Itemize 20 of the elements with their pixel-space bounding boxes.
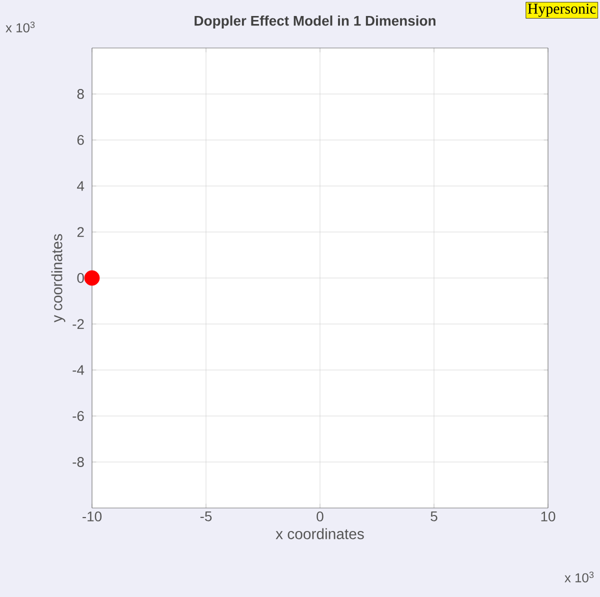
x-tick-label: -5 — [200, 512, 212, 522]
y-tick-label: 0 — [77, 273, 84, 283]
y-tick-label: 2 — [77, 227, 84, 237]
y-tick-label: -2 — [72, 319, 84, 329]
y-tick-label: 6 — [77, 135, 84, 145]
x-tick-label: 10 — [541, 512, 556, 522]
y-axis-title: y coordinates — [51, 234, 66, 322]
text: x 10$^{3}$ — [6, 22, 35, 32]
x-axis-title: x coordinates — [276, 528, 364, 540]
y-tick-label: 8 — [77, 89, 84, 99]
x-tick-label: 5 — [430, 512, 438, 522]
text: Hypersonic — [528, 4, 596, 17]
y-tick-label: -8 — [72, 457, 84, 467]
text: x 10$^{3}$ — [564, 572, 594, 582]
y-tick-label: 4 — [77, 181, 84, 191]
y-tick-label: -4 — [72, 365, 84, 375]
y-tick-label: -6 — [72, 411, 84, 421]
x-tick-label: 0 — [316, 512, 324, 522]
x-tick-label: -10 — [82, 512, 102, 522]
chart-title: Doppler Effect Model in 1 Dimension — [194, 15, 436, 28]
